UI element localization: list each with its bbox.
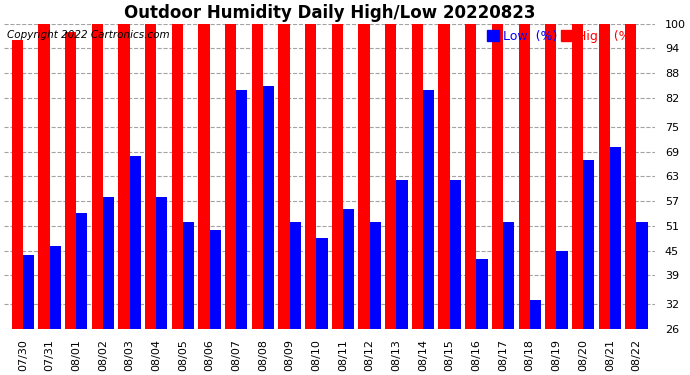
Bar — [476, 259, 488, 375]
Bar — [450, 180, 461, 375]
Bar — [65, 32, 76, 375]
Bar — [183, 222, 194, 375]
Bar — [145, 24, 156, 375]
Bar — [119, 24, 130, 375]
Bar — [343, 209, 354, 375]
Bar — [545, 24, 556, 375]
Bar — [172, 24, 183, 375]
Bar — [518, 24, 530, 375]
Bar — [423, 90, 434, 375]
Bar — [438, 24, 450, 375]
Bar — [358, 24, 370, 375]
Bar — [396, 180, 408, 375]
Bar — [385, 24, 396, 375]
Bar — [23, 255, 34, 375]
Bar — [76, 213, 88, 375]
Bar — [636, 222, 648, 375]
Bar — [572, 24, 583, 375]
Bar — [236, 90, 248, 375]
Text: Copyright 2022 Cartronics.com: Copyright 2022 Cartronics.com — [8, 30, 170, 40]
Bar — [92, 24, 103, 375]
Bar — [556, 251, 568, 375]
Bar — [465, 24, 476, 375]
Bar — [492, 24, 503, 375]
Bar — [12, 40, 23, 375]
Bar — [279, 24, 290, 375]
Bar — [130, 156, 141, 375]
Bar — [583, 160, 594, 375]
Bar — [263, 86, 274, 375]
Bar — [610, 147, 621, 375]
Bar — [316, 238, 328, 375]
Bar — [598, 24, 610, 375]
Bar — [305, 24, 316, 375]
Bar — [503, 222, 514, 375]
Bar — [625, 24, 636, 375]
Bar — [370, 222, 381, 375]
Bar — [103, 197, 114, 375]
Bar — [530, 300, 541, 375]
Bar — [39, 24, 50, 375]
Bar — [156, 197, 168, 375]
Bar — [50, 246, 61, 375]
Bar — [225, 24, 236, 375]
Bar — [412, 24, 423, 375]
Bar — [199, 24, 210, 375]
Bar — [290, 222, 301, 375]
Legend: Low  (%), High  (%): Low (%), High (%) — [486, 30, 636, 43]
Bar — [332, 24, 343, 375]
Bar — [252, 24, 263, 375]
Title: Outdoor Humidity Daily High/Low 20220823: Outdoor Humidity Daily High/Low 20220823 — [124, 4, 535, 22]
Bar — [210, 230, 221, 375]
